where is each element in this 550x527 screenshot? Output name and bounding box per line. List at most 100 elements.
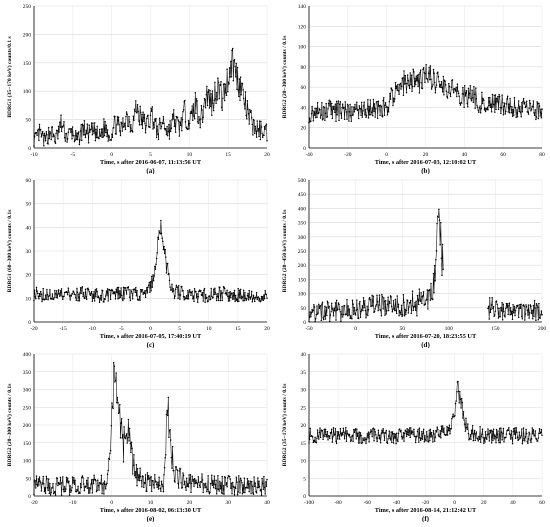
data-point — [239, 296, 241, 299]
data-point — [84, 288, 87, 290]
data-point — [509, 306, 512, 309]
data-point — [35, 475, 38, 477]
data-point — [446, 434, 449, 436]
data-point — [361, 116, 364, 118]
data-point — [55, 132, 57, 135]
data-point — [58, 292, 60, 295]
data-point — [40, 293, 43, 295]
data-point — [422, 68, 424, 71]
data-point — [516, 436, 519, 439]
data-point — [515, 116, 517, 118]
data-point — [366, 108, 369, 110]
data-point — [353, 306, 356, 309]
x-tick-label: -20 — [422, 500, 430, 506]
data-point — [308, 442, 310, 444]
data-point — [497, 307, 499, 309]
data-point — [89, 293, 91, 295]
data-point — [163, 245, 165, 248]
data-point — [404, 429, 407, 431]
data-point — [415, 75, 418, 78]
data-point — [203, 289, 205, 291]
data-point — [460, 102, 463, 104]
data-point — [324, 305, 326, 308]
data-point — [422, 432, 424, 435]
data-point — [394, 98, 396, 100]
data-point — [434, 279, 436, 282]
data-point — [85, 485, 87, 487]
data-point — [534, 307, 536, 309]
data-point — [332, 436, 334, 438]
data-point — [114, 115, 116, 118]
data-point — [241, 82, 244, 85]
data-point — [158, 484, 161, 487]
data-point — [409, 436, 411, 439]
data-point — [151, 106, 154, 108]
data-point — [128, 296, 131, 299]
data-point — [221, 475, 223, 478]
data-point — [109, 452, 111, 455]
data-point — [125, 115, 127, 118]
data-point — [128, 288, 130, 291]
data-point — [468, 437, 471, 440]
data-point — [456, 83, 459, 85]
y-tick-label: 100 — [298, 292, 307, 298]
data-point — [496, 303, 498, 306]
data-point — [326, 430, 329, 433]
data-point — [335, 299, 338, 302]
data-point — [224, 476, 227, 479]
data-point — [90, 122, 93, 124]
data-point — [130, 124, 132, 126]
data-point — [493, 94, 495, 97]
data-point — [54, 142, 57, 145]
data-point — [85, 129, 87, 132]
x-tick-label: 15 — [235, 326, 241, 332]
data-point — [225, 484, 227, 486]
data-point — [391, 441, 393, 444]
data-point — [149, 484, 151, 486]
data-point — [181, 486, 184, 489]
data-point — [230, 296, 232, 299]
data-point — [60, 482, 62, 485]
data-point — [537, 437, 540, 439]
data-point — [240, 479, 242, 482]
data-point — [502, 114, 505, 116]
data-point — [449, 92, 451, 94]
data-point — [137, 479, 139, 481]
data-point — [308, 316, 311, 318]
data-point — [310, 112, 313, 115]
data-point — [386, 442, 389, 444]
data-point — [122, 434, 124, 436]
data-point — [381, 293, 383, 296]
data-point — [185, 489, 187, 491]
data-point — [190, 491, 192, 493]
data-point — [143, 120, 145, 123]
data-point — [494, 435, 497, 438]
data-point — [139, 299, 141, 301]
data-point — [127, 286, 130, 288]
data-point — [80, 123, 82, 126]
data-point — [356, 101, 358, 103]
data-point — [155, 117, 157, 120]
data-point — [100, 483, 102, 485]
data-point — [126, 113, 128, 115]
data-point — [154, 265, 156, 268]
x-tick-label: -10 — [69, 500, 77, 506]
data-point — [507, 111, 510, 113]
data-point — [242, 484, 244, 486]
data-point — [174, 119, 176, 121]
data-point — [527, 438, 530, 440]
data-point — [418, 73, 420, 76]
data-point — [250, 116, 253, 119]
data-point — [190, 291, 193, 294]
data-point — [536, 101, 538, 103]
data-point — [529, 102, 532, 105]
data-point — [250, 295, 252, 298]
data-point — [248, 490, 250, 493]
data-point — [434, 436, 437, 438]
data-point — [127, 125, 130, 128]
data-point — [232, 291, 235, 294]
data-point — [112, 291, 115, 293]
data-point — [129, 299, 132, 302]
data-point — [236, 493, 239, 496]
data-point — [61, 481, 63, 484]
